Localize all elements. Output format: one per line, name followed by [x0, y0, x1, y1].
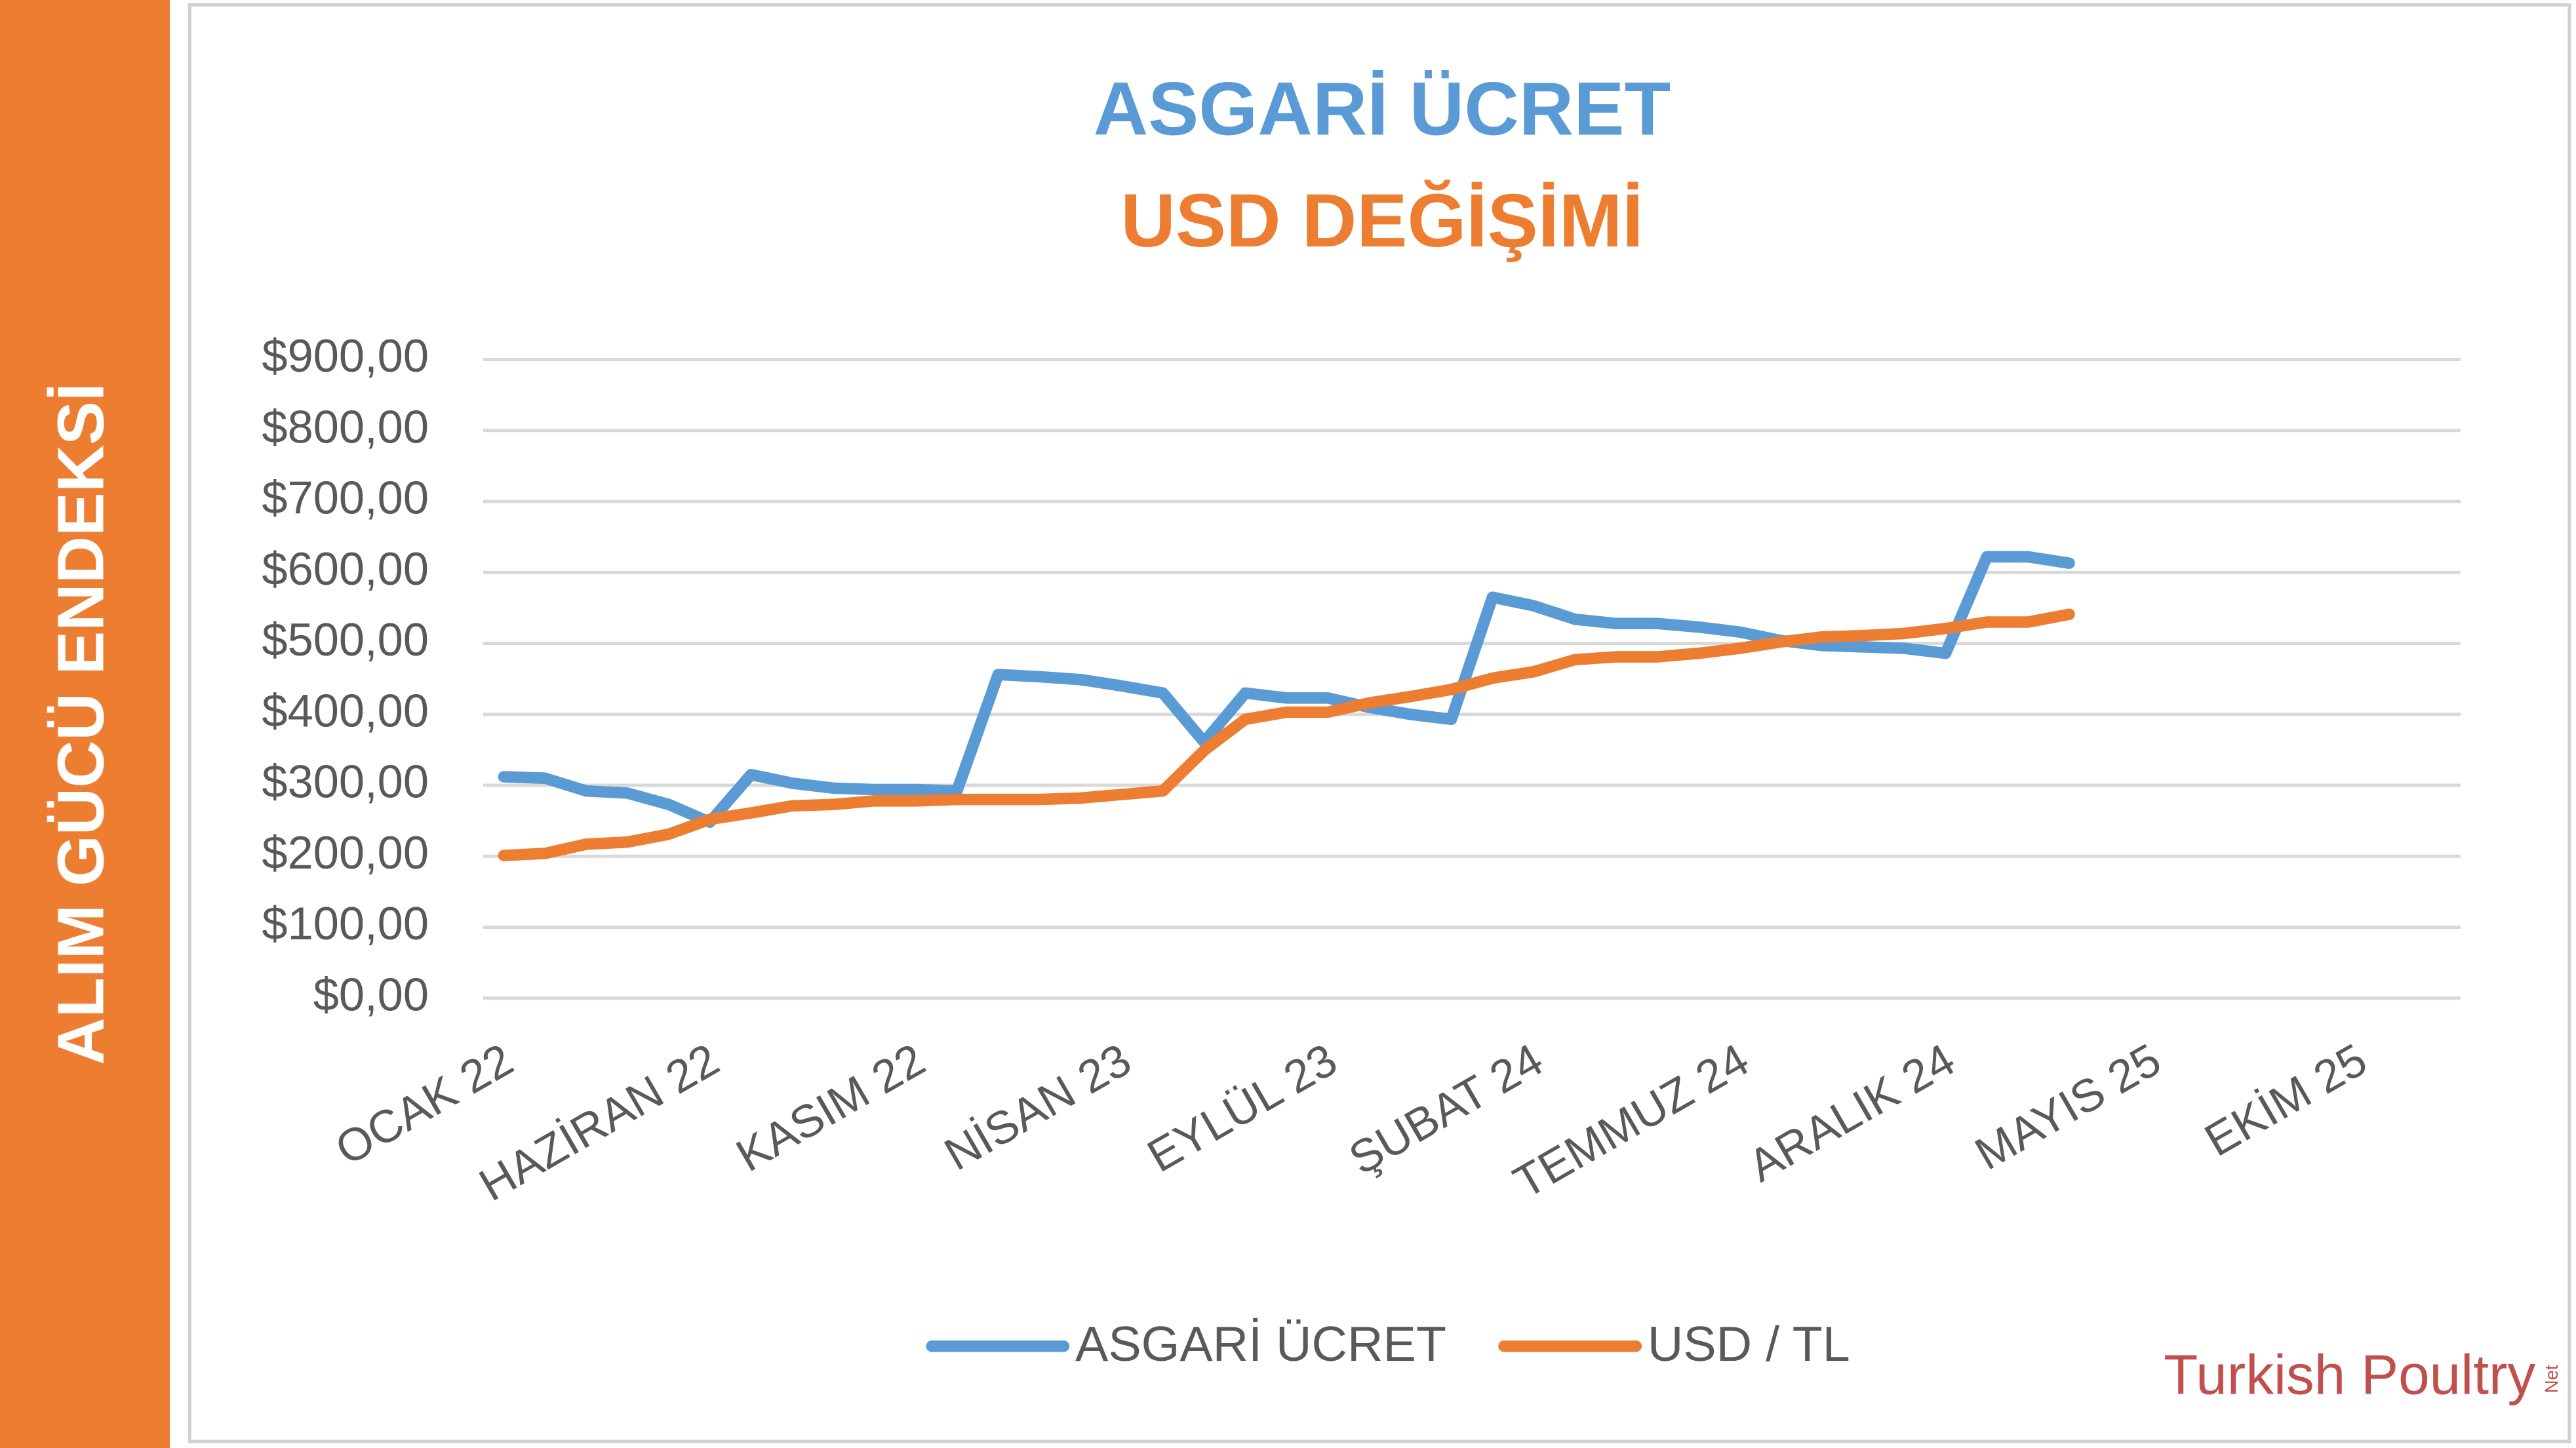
- y-tick-label: $600,00: [262, 543, 429, 595]
- legend-label: ASGARİ ÜCRET: [1075, 1316, 1446, 1371]
- y-tick-label: $200,00: [262, 827, 429, 878]
- series-line: [498, 608, 2075, 861]
- y-tick-label: $300,00: [262, 756, 429, 808]
- chart-subtitle: USD DEĞİŞİMİ: [1120, 178, 1643, 263]
- y-tick-label: $800,00: [262, 401, 429, 452]
- legend-label: USD / TL: [1648, 1316, 1850, 1371]
- chart-title: ASGARİ ÜCRET: [1094, 67, 1671, 151]
- logo: Turkish Poultry: [2164, 1344, 2535, 1406]
- y-tick-label: $900,00: [262, 330, 429, 382]
- chart-frame: [188, 3, 2571, 1443]
- sidebar-label: ALIM GÜCÜ ENDEKSİ: [44, 383, 117, 1065]
- sidebar: [0, 0, 170, 1448]
- y-tick-label: $0,00: [313, 968, 429, 1020]
- logo-suffix: Net: [2541, 1365, 2562, 1393]
- y-tick-label: $100,00: [262, 897, 429, 949]
- y-tick-label: $500,00: [262, 614, 429, 665]
- y-tick-label: $400,00: [262, 684, 429, 736]
- y-tick-label: $700,00: [262, 472, 429, 524]
